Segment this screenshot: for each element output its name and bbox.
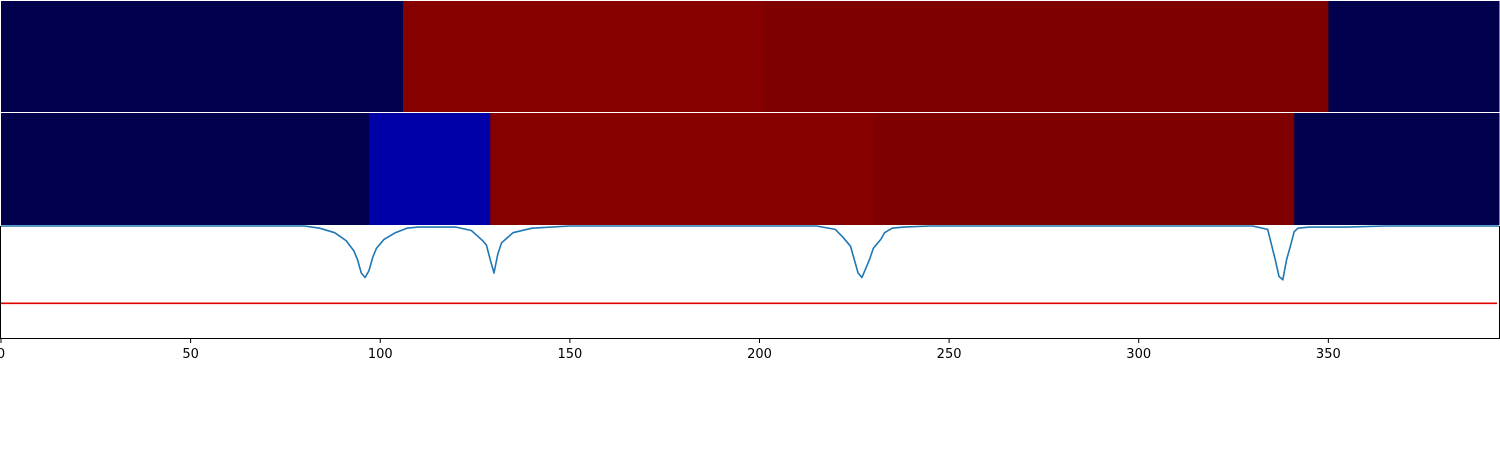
x-tick-label-200: 200 [747,347,772,362]
x-tick-label-0: 0 [0,347,5,362]
series-line-1 [1,225,1499,281]
heatmap-segment-2-3 [490,113,874,225]
heatmap-segment-1-1 [1,1,404,112]
x-axis: 0 50 100 150 200 250 300 350 [0,338,1341,362]
x-tick-label-100: 100 [368,347,393,362]
heatmap-segment-2-4 [873,113,1295,225]
heatmap-segment-2-1 [1,113,370,225]
x-tick-label-250: 250 [937,347,962,362]
heatmap-segment-1-4 [1328,1,1500,112]
heatmap-strip-middle [1,113,1500,225]
line-plot-panel [0,225,1500,339]
heatmap-segment-1-3 [763,1,1329,112]
x-tick-label-150: 150 [557,347,582,362]
heatmap-strip-top [1,1,1500,112]
heatmap-segment-1-2 [402,1,764,112]
heatmap-segment-2-5 [1294,113,1500,225]
x-tick-label-50: 50 [182,347,199,362]
heatmap-segment-2-2 [368,113,491,225]
x-tick-label-350: 350 [1316,347,1341,362]
x-tick-label-300: 300 [1126,347,1151,362]
